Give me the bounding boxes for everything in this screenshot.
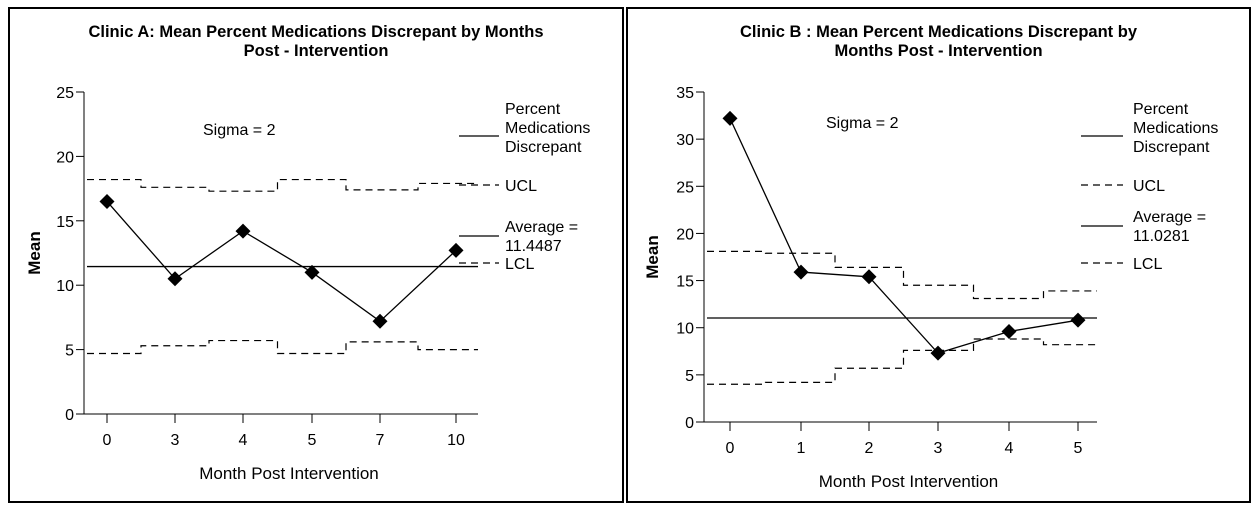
- y-tick-label: 5: [685, 368, 694, 385]
- y-tick-label: 35: [676, 85, 694, 102]
- data-point: [372, 313, 388, 329]
- sigma-annotation: Sigma = 2: [203, 122, 276, 139]
- data-point: [448, 242, 464, 258]
- data-point: [930, 345, 946, 361]
- legend-label: Medications: [505, 120, 590, 137]
- chart-title-line: Clinic A: Mean Percent Medications Discr…: [88, 23, 544, 41]
- x-tick-label: 0: [726, 440, 735, 457]
- legend-label: Percent: [1133, 101, 1189, 118]
- chart-title: Clinic A: Mean Percent Medications Discr…: [10, 23, 622, 61]
- x-tick-label: 3: [934, 440, 943, 457]
- legend-label: Discrepant: [505, 139, 582, 156]
- y-tick-label: 0: [65, 407, 74, 424]
- data-point: [235, 223, 251, 239]
- chart-title-line: Post - Intervention: [243, 42, 389, 60]
- chart-title: Clinic B : Mean Percent Medications Disc…: [628, 23, 1249, 61]
- x-tick-label: 4: [1005, 440, 1014, 457]
- legend-label: 11.4487: [505, 238, 562, 255]
- data-point: [99, 193, 115, 209]
- data-point: [793, 264, 809, 280]
- x-tick-label: 10: [447, 432, 465, 449]
- y-tick-label: 0: [685, 415, 694, 432]
- y-tick-label: 25: [56, 85, 74, 102]
- x-tick-label: 0: [103, 432, 112, 449]
- y-tick-label: 25: [676, 179, 694, 196]
- data-point: [1001, 323, 1017, 339]
- x-axis-label: Month Post Intervention: [199, 464, 379, 483]
- data-point: [1070, 312, 1086, 328]
- data-point: [304, 264, 320, 280]
- series-line: [106, 201, 457, 323]
- series-line: [729, 118, 1079, 354]
- y-tick-label: 15: [676, 274, 694, 291]
- x-tick-label: 7: [376, 432, 385, 449]
- lcl-line: [707, 338, 1097, 385]
- x-tick-label: 1: [797, 440, 806, 457]
- y-tick-label: 20: [676, 226, 694, 243]
- y-tick-label: 20: [56, 149, 74, 166]
- x-tick-label: 4: [239, 432, 248, 449]
- legend-label: Percent: [505, 101, 561, 118]
- y-tick-label: 10: [676, 321, 694, 338]
- legend-label: Average =: [1133, 209, 1206, 226]
- data-point: [722, 110, 738, 126]
- y-axis-label: Mean: [25, 231, 44, 274]
- chart-title-line: Clinic B : Mean Percent Medications Disc…: [739, 23, 1137, 41]
- x-tick-label: 3: [171, 432, 180, 449]
- legend-label: UCL: [505, 178, 537, 195]
- y-tick-label: 10: [56, 278, 74, 295]
- legend-label: UCL: [1133, 178, 1165, 195]
- legend-label: LCL: [505, 256, 534, 273]
- ucl-line: [87, 178, 478, 192]
- y-axis-label: Mean: [643, 235, 662, 278]
- chart-title-line: Months Post - Intervention: [834, 42, 1043, 60]
- x-axis-label: Month Post Intervention: [819, 472, 999, 491]
- legend-label: 11.0281: [1133, 228, 1190, 245]
- x-tick-label: 5: [308, 432, 317, 449]
- y-tick-label: 15: [56, 214, 74, 231]
- data-point: [167, 271, 183, 287]
- clinic-b-chart-panel: Clinic B : Mean Percent Medications Disc…: [626, 7, 1251, 503]
- clinic-a-chart: 0 5 10 15 20 25 0 3 4 5 7 10 Month Post Intervention…: [25, 85, 590, 483]
- legend-label: LCL: [1133, 256, 1162, 273]
- x-tick-label: 2: [865, 440, 874, 457]
- ucl-line: [707, 250, 1097, 300]
- x-tick-label: 5: [1074, 440, 1083, 457]
- sigma-annotation: Sigma = 2: [826, 115, 899, 132]
- clinic-b-chart: 0 5 10 15 20 25 30 35 0 1 2 3 4 5 Month Post Intervent…: [643, 85, 1218, 491]
- legend-label: Average =: [505, 219, 578, 236]
- lcl-line: [87, 339, 478, 355]
- legend-label: Medications: [1133, 120, 1218, 137]
- data-point: [861, 269, 877, 285]
- y-tick-label: 5: [65, 343, 74, 360]
- y-tick-label: 30: [676, 132, 694, 149]
- legend-label: Discrepant: [1133, 139, 1210, 156]
- clinic-a-chart-panel: Clinic A: Mean Percent Medications Discr…: [8, 7, 624, 503]
